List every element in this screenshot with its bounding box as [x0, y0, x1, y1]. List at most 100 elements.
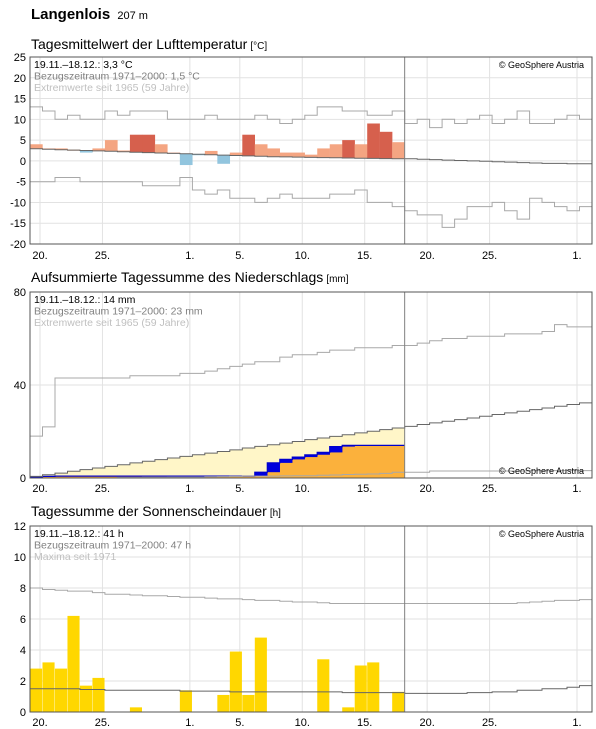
temperature-ytick-label: 20	[14, 73, 26, 85]
temperature-xtick-label: 20.	[419, 250, 434, 262]
temperature-bar	[54, 148, 68, 150]
precipitation-title: Aufsummierte Tagessumme des Niederschlag…	[31, 269, 349, 285]
sunshine-bar	[129, 707, 142, 712]
sunshine-title: Tagessumme der Sonnenscheindauer [h]	[31, 503, 281, 519]
temperature-xtick-label: 25.	[482, 250, 497, 262]
sunshine-xtick-label: 1.	[185, 717, 194, 729]
temperature-xtick-label: 15.	[357, 250, 372, 262]
temperature-bar	[392, 142, 405, 159]
station-header: Langenlois 207 m	[31, 6, 148, 23]
precipitation-frame	[29, 291, 593, 479]
precipitation-chart: 80 40 0 20. 25. 1. 5. 10. 15. 20. 25. 1. 19.11.–18.1…	[14, 287, 593, 495]
precipitation-xtick-label: 1.	[185, 483, 194, 495]
temperature-bar	[154, 144, 168, 153]
temperature-info-line: Bezugszeitraum 1971–2000: 1,5 °C	[34, 71, 200, 83]
sunshine-xtick-label: 20.	[419, 717, 434, 729]
sunshine-chart: 12 10 8 6 4 2 0 20. 25. 1. 5. 10. 15. 20. 25. 1. 19.11.–…	[14, 521, 593, 729]
sunshine-xtick-label: 10.	[295, 717, 310, 729]
sunshine-info-line: Maxima seit 1971	[34, 551, 116, 563]
sunshine-ytick-label: 4	[20, 645, 26, 657]
precipitation-daily-step	[292, 457, 305, 460]
temperature-xtick-label: 25.	[95, 250, 110, 262]
temperature-bar	[342, 140, 355, 158]
temperature-xtick-label: 1.	[572, 250, 581, 262]
sunshine-unit: [h]	[269, 508, 281, 519]
sunshine-info-line: Bezugszeitraum 1971–2000: 47 h	[34, 540, 191, 552]
precipitation-daily-step	[254, 472, 268, 477]
temperature-bar	[329, 144, 343, 158]
sunshine-bar	[179, 690, 192, 712]
sunshine-bar	[217, 694, 230, 712]
temperature-xtick-label: 10.	[295, 250, 310, 262]
precipitation-daily-step	[30, 476, 43, 478]
precipitation-min-line	[30, 470, 592, 479]
sunshine-xtick-label: 15.	[357, 717, 372, 729]
station-elevation: 207 m	[117, 10, 148, 22]
sunshine-bar	[367, 662, 380, 712]
temperature-ytick-label: -20	[10, 239, 26, 251]
temperature-bar	[267, 148, 280, 157]
temperature-bar	[217, 155, 231, 164]
temperature-normal-line	[30, 148, 592, 165]
temperature-ytick-label: -5	[16, 177, 26, 189]
sunshine-bar	[42, 662, 55, 712]
precipitation-actual-area	[30, 445, 405, 478]
sunshine-bar	[342, 707, 355, 712]
temperature-info-line: Extremwerte seit 1965 (59 Jahre)	[34, 82, 189, 94]
precipitation-title-text: Aufsummierte Tagessumme des Niederschlag…	[31, 269, 324, 285]
temperature-chart: 25 20 15 10 5 0 -5 -10 -15 -20 20. 25. 1. 5. 10. 15. 20.…	[10, 52, 593, 262]
temperature-ytick-label: -10	[10, 197, 26, 209]
temperature-bar	[242, 134, 255, 156]
sunshine-ytick-label: 8	[20, 583, 26, 595]
temperature-frame	[29, 56, 593, 245]
precipitation-max-line	[30, 324, 592, 437]
temperature-bar	[192, 154, 206, 156]
temperature-title-text: Tagesmittelwert der Lufttemperatur	[31, 36, 248, 52]
precipitation-ytick-label: 40	[14, 380, 26, 392]
temperature-bar	[254, 144, 268, 157]
sunshine-bar	[242, 694, 255, 712]
temperature-unit: [°C]	[250, 41, 268, 52]
sunshine-bar	[392, 691, 405, 712]
temperature-bar	[354, 144, 368, 159]
temperature-bar	[129, 134, 143, 153]
sunshine-ytick-label: 6	[20, 614, 26, 626]
temperature-bar	[304, 154, 318, 158]
temperature-title: Tagesmittelwert der Lufttemperatur [°C]	[31, 36, 267, 52]
sunshine-bar	[254, 637, 267, 712]
sunshine-xtick-label: 25.	[482, 717, 497, 729]
sunshine-xtick-label: 25.	[95, 717, 110, 729]
precipitation-ytick-label: 0	[20, 473, 26, 485]
sunshine-frame	[29, 525, 593, 713]
precipitation-info-line: 19.11.–18.12.: 14 mm	[34, 294, 136, 306]
temperature-min-line	[30, 177, 592, 228]
temperature-bar	[229, 152, 243, 156]
sunshine-ytick-label: 0	[20, 707, 26, 719]
sunshine-ytick-label: 2	[20, 676, 26, 688]
sunshine-bar	[30, 668, 43, 712]
temperature-ytick-label: 5	[20, 135, 26, 147]
sunshine-bar	[317, 659, 330, 712]
temperature-ytick-label: 25	[14, 52, 26, 64]
temperature-max-line	[30, 106, 592, 129]
temperature-bar	[92, 148, 106, 151]
temperature-bar	[292, 152, 305, 158]
temperature-bar	[317, 148, 330, 158]
temperature-bar	[30, 144, 43, 149]
temperature-bar	[204, 150, 218, 155]
temperature-info-line: 19.11.–18.12.: 3,3 °C	[34, 59, 133, 71]
temperature-ytick-label: 15	[14, 94, 26, 106]
temperature-ytick-label: 10	[14, 114, 26, 126]
sunshine-normal-line	[30, 685, 592, 694]
sunshine-bar	[354, 665, 367, 712]
temperature-bar	[279, 152, 293, 157]
sunshine-ytick-label: 12	[14, 521, 26, 533]
precipitation-xtick-label: 1.	[572, 483, 581, 495]
temperature-bar	[142, 134, 156, 153]
precipitation-xtick-label: 5.	[235, 483, 244, 495]
temperature-bar	[104, 140, 118, 152]
precipitation-xtick-label: 20.	[419, 483, 434, 495]
temperature-bar	[117, 150, 131, 152]
precipitation-normal-line	[30, 402, 592, 477]
